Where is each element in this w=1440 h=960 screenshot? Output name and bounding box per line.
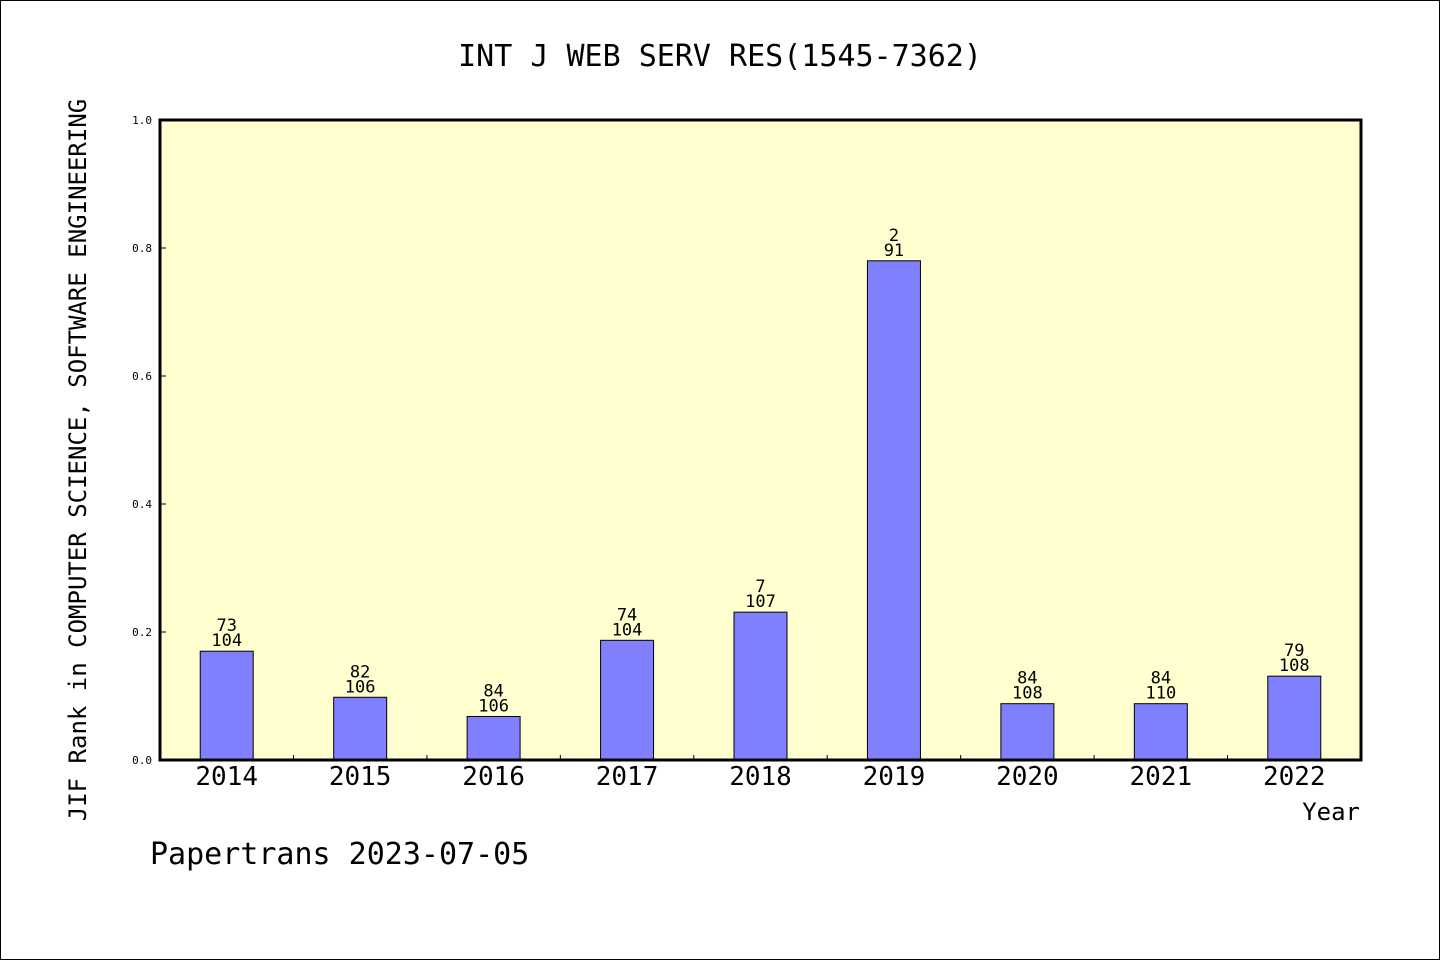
y-tick-label: 1.0 xyxy=(132,114,152,127)
bar-rank-label: 84 xyxy=(1151,669,1171,689)
bar-2015 xyxy=(333,696,388,761)
bars-group xyxy=(199,260,1322,761)
bar-2022 xyxy=(1267,675,1322,761)
y-tick-label: 0.6 xyxy=(132,370,152,383)
bar-total-label: 91 xyxy=(884,241,904,261)
x-tick-label: 2022 xyxy=(1263,762,1326,792)
x-tick-label: 2018 xyxy=(729,762,792,792)
plot-border xyxy=(158,118,1363,762)
footer-credit: Papertrans 2023-07-05 xyxy=(150,837,529,872)
bar-2017 xyxy=(600,639,655,761)
x-tick-label: 2020 xyxy=(996,762,1059,792)
bar-total-label: 108 xyxy=(1012,684,1043,704)
x-axis: 2014 2015 2016 2017 2018 2019 2020 2021 2022 xyxy=(195,755,1326,792)
bar-rank-label: 7 xyxy=(755,577,765,597)
bar-rank-label: 79 xyxy=(1284,641,1304,661)
bar-rank-label: 2 xyxy=(889,226,899,246)
bar-rank-label: 73 xyxy=(216,616,236,636)
y-axis-label: JIF Rank in COMPUTER SCIENCE, SOFTWARE E… xyxy=(64,99,92,821)
bar-rank-label: 84 xyxy=(1017,669,1037,689)
bar-rank-label: 74 xyxy=(617,605,637,625)
bar-total-label: 110 xyxy=(1145,684,1176,704)
x-tick-label: 2017 xyxy=(596,762,659,792)
x-tick-label: 2021 xyxy=(1130,762,1193,792)
chart-title: INT J WEB SERV RES(1545-7362) xyxy=(458,39,982,74)
bar-2014 xyxy=(199,650,254,761)
bar-rank-label: 84 xyxy=(483,681,503,701)
bar-2020 xyxy=(1000,703,1055,761)
bar-total-label: 106 xyxy=(345,677,376,697)
bar-total-label: 104 xyxy=(211,631,242,651)
bar-total-label: 106 xyxy=(478,696,509,716)
x-tick-label: 2016 xyxy=(462,762,525,792)
y-tick-label: 0.0 xyxy=(132,754,152,767)
bar-total-label: 104 xyxy=(612,620,643,640)
y-axis: 0.0 0.2 0.4 0.6 0.8 1.0 xyxy=(132,114,166,767)
y-tick-label: 0.2 xyxy=(132,626,152,639)
bar-2019 xyxy=(866,260,921,761)
bar-2016 xyxy=(466,715,521,761)
bar-rank-label: 82 xyxy=(350,662,370,682)
x-tick-label: 2015 xyxy=(329,762,392,792)
y-tick-label: 0.8 xyxy=(132,242,152,255)
y-tick-label: 0.4 xyxy=(132,498,152,511)
x-tick-label: 2014 xyxy=(195,762,258,792)
bar-total-label: 107 xyxy=(745,592,776,612)
bar-2018 xyxy=(733,611,788,761)
x-tick-label: 2019 xyxy=(863,762,926,792)
bar-total-label: 108 xyxy=(1279,656,1310,676)
x-axis-label: Year xyxy=(1302,798,1360,826)
bar-2021 xyxy=(1133,703,1188,761)
